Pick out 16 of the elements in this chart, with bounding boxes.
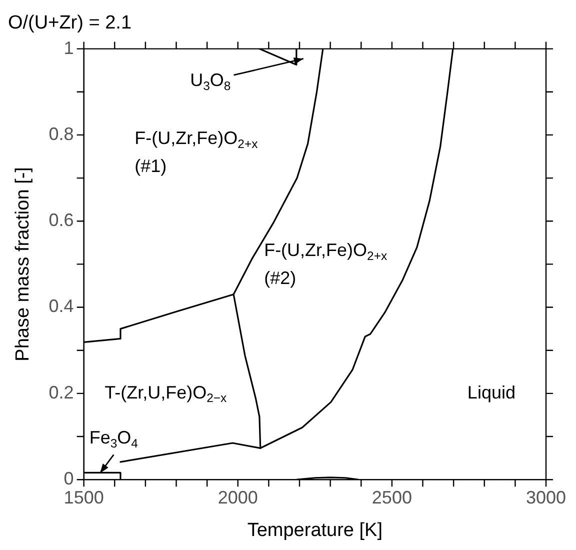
- y-axis-title: Phase mass fraction [-]: [12, 167, 34, 362]
- x-tick-label: 3000: [526, 487, 566, 508]
- y-tick-label: 0.2: [48, 382, 74, 402]
- y-tick-label: 0: [64, 468, 74, 489]
- annotation: (#2): [264, 268, 296, 288]
- x-axis-title: Temperature [K]: [247, 520, 382, 541]
- y-tick-label: 0.4: [48, 296, 74, 316]
- annotation: (#1): [134, 156, 167, 176]
- annotation: Liquid: [467, 382, 516, 402]
- chart-title: O/(U+Zr) = 2.1: [8, 12, 132, 34]
- x-tick-label: 2500: [372, 487, 412, 508]
- y-tick-label: 1: [64, 38, 74, 58]
- y-tick-label: 0.8: [48, 124, 74, 144]
- y-tick-label: 0.6: [48, 210, 74, 230]
- x-tick-label: 2000: [218, 487, 258, 508]
- x-tick-label: 1500: [64, 487, 104, 508]
